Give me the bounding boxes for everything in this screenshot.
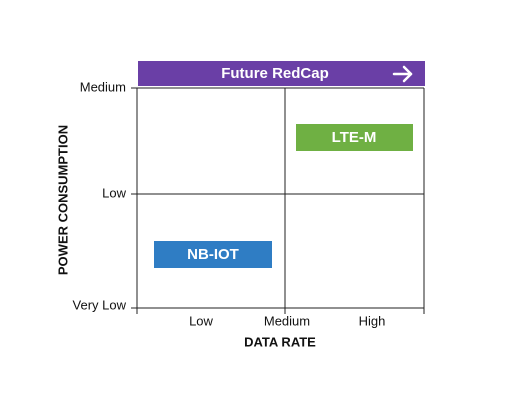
x-label: Low [189, 313, 213, 328]
banner [138, 61, 425, 86]
lte-m-box [296, 124, 413, 151]
grid [131, 87, 425, 314]
banner-label: Future RedCap [221, 65, 329, 82]
y-label: Medium [80, 79, 126, 94]
x-label: High [359, 313, 386, 328]
y-axis-title: POWER CONSUMPTION [55, 125, 70, 275]
y-label: Very Low [73, 297, 127, 312]
box-label: NB-IOT [187, 246, 239, 263]
banner-arrow [392, 65, 413, 83]
x-label: Medium [264, 313, 310, 328]
x-axis-title: DATA RATE [244, 334, 316, 349]
box-label: LTE-M [332, 129, 377, 146]
nb-iot-box [154, 241, 272, 268]
y-label: Low [102, 185, 126, 200]
